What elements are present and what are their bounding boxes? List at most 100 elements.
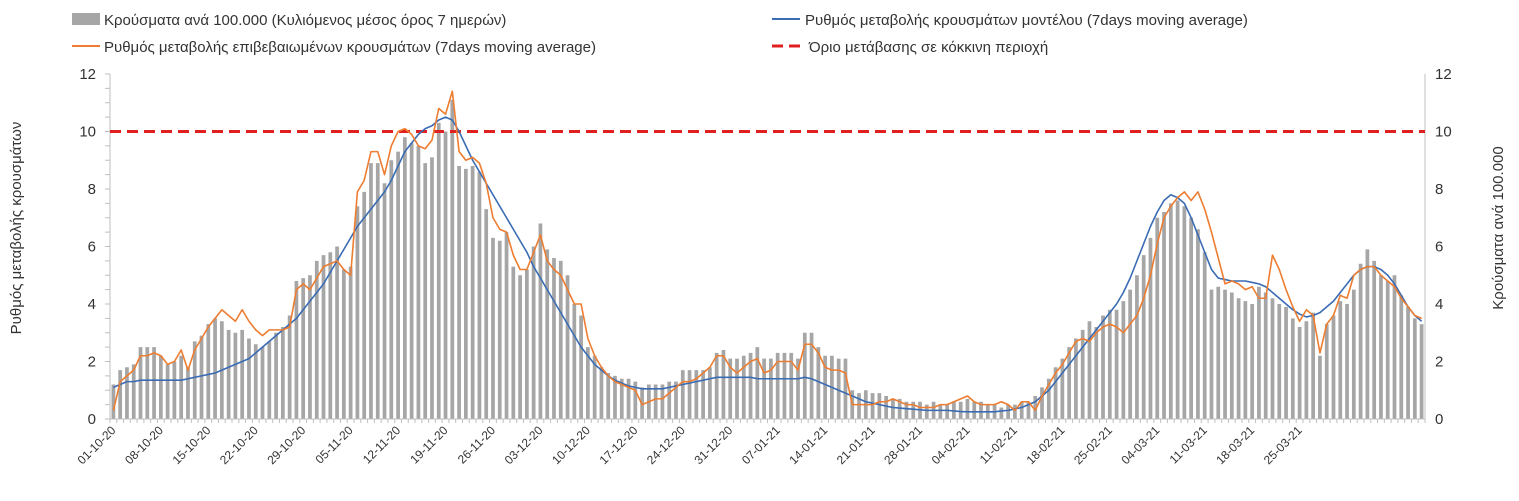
x-tick-label: 04-02-21 — [929, 423, 973, 467]
bar — [694, 370, 699, 420]
bar — [436, 122, 441, 420]
bar — [816, 347, 821, 420]
bar — [999, 407, 1004, 419]
bar — [626, 378, 631, 419]
bar — [430, 157, 434, 420]
bar — [619, 378, 624, 419]
bar — [1263, 292, 1268, 419]
bar — [1033, 396, 1038, 419]
bar — [287, 315, 292, 419]
bar — [565, 275, 570, 419]
x-tick-label: 18-02-21 — [1024, 423, 1068, 467]
bar — [416, 145, 421, 420]
bar — [1155, 217, 1160, 419]
bar — [152, 347, 156, 420]
bar — [131, 364, 136, 420]
bar — [314, 260, 319, 420]
bar — [158, 355, 163, 419]
bar — [769, 358, 773, 420]
bar — [321, 255, 326, 420]
bar — [280, 327, 285, 419]
bar — [775, 352, 780, 420]
bar — [1277, 304, 1282, 419]
bar — [531, 246, 536, 419]
legend-model-label: Ρυθμός μεταβολής κρουσμάτων μοντέλου (7d… — [805, 12, 1248, 29]
x-tick-label: 22-10-20 — [217, 423, 261, 467]
x-tick-label: 28-01-21 — [881, 423, 925, 467]
bar — [836, 358, 841, 420]
bar — [1399, 295, 1404, 420]
bar — [1372, 260, 1377, 420]
bar — [701, 370, 705, 420]
x-tick-label: 11-03-21 — [1167, 423, 1210, 466]
bar — [538, 223, 543, 419]
bar — [667, 381, 672, 420]
bar — [897, 398, 902, 420]
x-tick-label: 07-01-21 — [739, 423, 783, 467]
bar — [375, 163, 380, 420]
bar — [1114, 309, 1119, 419]
bar — [348, 266, 353, 420]
bar — [1392, 275, 1397, 419]
bar — [226, 329, 231, 420]
bar — [1257, 286, 1261, 419]
bar — [477, 171, 482, 419]
bar — [762, 358, 766, 420]
bar — [972, 401, 977, 419]
bar — [179, 355, 184, 419]
y-left-tick-label: 0 — [88, 411, 96, 428]
bar — [518, 275, 522, 419]
x-tick-label: 03-12-20 — [502, 423, 546, 467]
bar — [240, 329, 245, 420]
bar — [884, 396, 888, 419]
bar — [308, 275, 312, 419]
x-tick-label: 19-11-20 — [407, 423, 450, 466]
bar — [1141, 255, 1146, 420]
bar — [924, 404, 929, 420]
y-right-axis-title: Κρούσματα ανά 100.000 — [1490, 146, 1507, 309]
bar — [328, 252, 333, 419]
legend-confirmed-label: Ρυθμός μεταβολής επιβεβαιωμένων κρουσμάτ… — [104, 39, 596, 56]
bar — [1094, 327, 1099, 419]
bar — [355, 206, 360, 419]
bar — [545, 249, 550, 420]
bar — [491, 237, 495, 420]
bar — [172, 361, 177, 419]
bar — [802, 332, 807, 419]
bar — [741, 355, 746, 419]
y-left-tick-label: 2 — [88, 354, 96, 371]
bar — [592, 355, 597, 419]
bar — [1080, 329, 1085, 420]
bar — [809, 332, 814, 419]
bar — [1358, 263, 1363, 419]
x-tick-label: 05-11-20 — [313, 423, 356, 466]
bar — [274, 332, 278, 419]
bar — [1196, 229, 1200, 419]
bar — [579, 315, 583, 419]
bar — [979, 401, 983, 419]
bar — [1128, 289, 1133, 420]
bar — [796, 358, 800, 420]
y-right-tick-label: 10 — [1435, 124, 1452, 141]
bar — [1182, 206, 1187, 419]
bar — [965, 398, 970, 420]
y-right-tick-label: 8 — [1435, 181, 1443, 198]
axes-layer — [105, 73, 1426, 423]
model-series-line — [113, 116, 1423, 413]
bar — [823, 355, 827, 419]
bar — [1148, 237, 1153, 420]
bar — [1229, 292, 1234, 419]
y-right-tick-label: 12 — [1435, 66, 1452, 83]
bar — [1379, 275, 1383, 419]
bar — [186, 367, 190, 419]
bar — [1406, 306, 1410, 420]
bar — [402, 137, 407, 419]
bar — [1189, 217, 1194, 419]
bar — [708, 367, 712, 419]
bar — [1107, 309, 1112, 419]
bar — [721, 350, 726, 419]
bar — [525, 269, 529, 419]
x-tick-label: 12-11-20 — [360, 423, 403, 466]
x-tick-label: 08-10-20 — [122, 423, 166, 467]
bar — [382, 183, 387, 419]
